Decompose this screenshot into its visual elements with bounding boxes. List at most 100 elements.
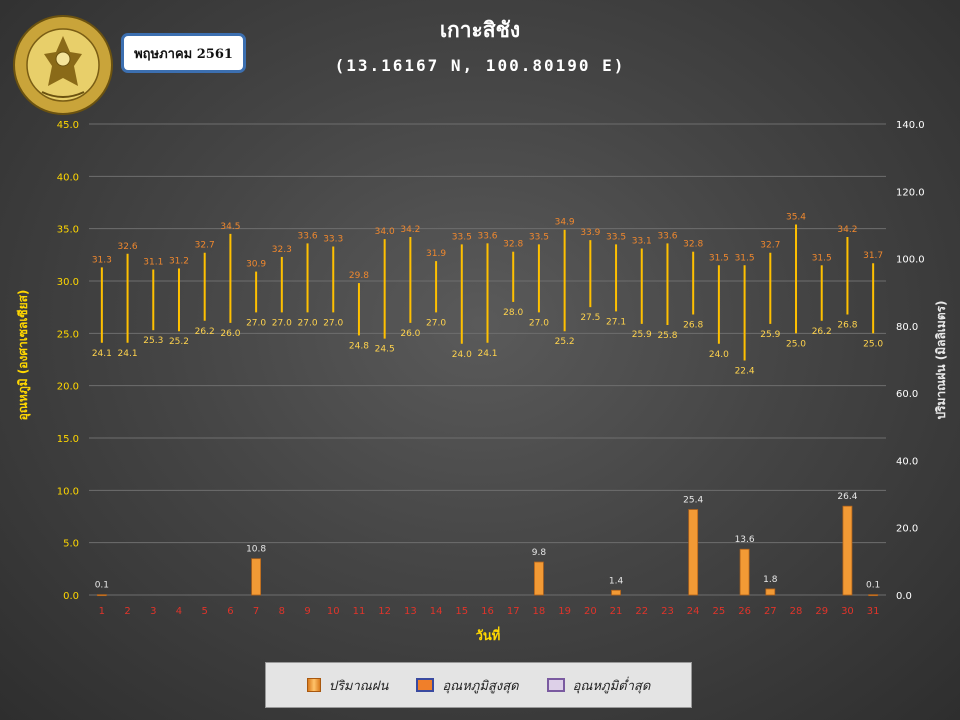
max-temp-label: 32.6 [118, 242, 138, 252]
rain-bar [96, 594, 107, 597]
max-temp-label: 33.1 [632, 237, 652, 247]
x-tick-label: 28 [790, 606, 803, 617]
min-temp-label: 26.2 [195, 327, 215, 337]
min-temp-label: 27.0 [246, 318, 266, 328]
max-temp-label: 33.3 [323, 234, 343, 244]
legend-label-rain: ปริมาณฝน [328, 678, 389, 694]
rain-data-label: 0.1 [866, 581, 880, 591]
y-axis-left-label: อุณหภูมิ (องศาเซลเซียส) [16, 290, 31, 421]
max-temp-label: 34.2 [837, 225, 857, 235]
max-temp-label: 33.5 [529, 232, 549, 242]
min-temp-label: 27.5 [580, 313, 600, 323]
min-temp-label: 24.8 [349, 341, 369, 351]
min-temp-label: 24.0 [452, 350, 472, 360]
y-left-tick-label: 10.0 [57, 486, 79, 497]
min-temp-label: 25.2 [555, 337, 575, 347]
min-temp-label: 26.0 [220, 329, 240, 339]
max-temp-label: 31.1 [143, 257, 163, 267]
rain-data-label: 13.6 [735, 535, 755, 545]
y-left-tick-label: 20.0 [57, 382, 79, 393]
min-temp-label: 25.9 [632, 330, 652, 340]
max-temp-label: 31.5 [709, 253, 729, 263]
max-temp-label: 35.4 [786, 212, 806, 222]
x-tick-label: 11 [353, 606, 366, 617]
y-left-tick-label: 40.0 [57, 172, 79, 183]
meteorological-department-logo [13, 15, 113, 115]
max-temp-label: 33.6 [657, 231, 677, 241]
x-tick-label: 18 [533, 606, 546, 617]
x-tick-label: 10 [327, 606, 340, 617]
max-temp-label: 33.5 [452, 232, 472, 242]
x-tick-label: 29 [815, 606, 828, 617]
x-axis-label: วันที่ [476, 626, 501, 644]
rain-data-label: 26.4 [837, 492, 857, 502]
min-temp-label: 25.0 [863, 339, 883, 349]
max-temp-label: 30.9 [246, 260, 266, 270]
x-tick-label: 30 [841, 606, 854, 617]
x-tick-label: 13 [404, 606, 417, 617]
y-left-tick-label: 0.0 [63, 591, 79, 602]
rain-bar [688, 509, 699, 596]
x-tick-label: 2 [124, 606, 130, 617]
min-temp-label: 25.8 [657, 331, 677, 341]
x-tick-label: 27 [764, 606, 777, 617]
max-temp-label: 31.7 [863, 251, 883, 261]
x-tick-label: 25 [713, 606, 726, 617]
max-temp-swatch-icon [416, 678, 435, 692]
rain-bar [534, 561, 544, 596]
y-left-tick-label: 35.0 [57, 225, 79, 236]
x-tick-label: 21 [610, 606, 623, 617]
max-temp-label: 34.9 [555, 218, 575, 228]
y-right-tick-label: 20.0 [896, 524, 918, 535]
y-right-tick-label: 140.0 [896, 120, 925, 131]
x-tick-label: 8 [279, 606, 285, 617]
min-temp-label: 25.2 [169, 337, 189, 347]
rain-data-label: 25.4 [683, 496, 703, 506]
x-tick-label: 7 [253, 606, 259, 617]
station-title: เกาะสิชัง [439, 18, 521, 42]
min-temp-label: 27.0 [298, 318, 318, 328]
y-left-tick-label: 25.0 [57, 329, 79, 340]
min-temp-label: 27.0 [426, 318, 446, 328]
y-right-tick-label: 60.0 [896, 389, 918, 400]
min-temp-label: 26.2 [812, 327, 832, 337]
x-tick-label: 14 [430, 606, 443, 617]
min-temp-label: 26.8 [683, 320, 703, 330]
y-right-tick-label: 80.0 [896, 322, 918, 333]
min-temp-label: 27.0 [323, 318, 343, 328]
min-temp-label: 24.1 [118, 349, 138, 359]
max-temp-label: 31.2 [169, 256, 189, 266]
legend-label-max-temp: อุณหภูมิสูงสุด [442, 678, 519, 694]
max-temp-label: 32.8 [683, 240, 703, 250]
chart-legend: ปริมาณฝน อุณหภูมิสูงสุด อุณหภูมิต่ำสุด [265, 662, 692, 708]
min-temp-swatch-icon [546, 678, 565, 692]
min-temp-label: 26.0 [400, 329, 420, 339]
min-temp-label: 26.8 [837, 320, 857, 330]
min-temp-label: 28.0 [503, 308, 523, 318]
station-coordinates: (13.16167 N, 100.80190 E) [334, 56, 626, 75]
rain-bar [739, 548, 750, 596]
max-temp-label: 33.5 [606, 232, 626, 242]
rain-bar [611, 589, 621, 596]
legend-label-min-temp: อุณหภูมิต่ำสุด [572, 678, 651, 694]
x-tick-label: 16 [481, 606, 494, 617]
rain-bar [251, 558, 262, 596]
max-temp-label: 34.0 [375, 227, 395, 237]
x-tick-label: 9 [304, 606, 310, 617]
rain-data-label: 1.8 [763, 575, 778, 585]
x-tick-label: 6 [227, 606, 233, 617]
y-right-tick-label: 40.0 [896, 456, 918, 467]
x-tick-label: 19 [558, 606, 571, 617]
x-tick-label: 4 [176, 606, 182, 617]
x-tick-label: 20 [584, 606, 597, 617]
max-temp-label: 32.7 [195, 241, 215, 251]
climate-chart: 0.05.010.015.020.025.030.035.040.045.00.… [16, 120, 948, 644]
max-temp-label: 33.6 [298, 231, 318, 241]
y-left-tick-label: 5.0 [63, 539, 79, 550]
max-temp-label: 34.2 [400, 225, 420, 235]
min-temp-label: 25.0 [786, 339, 806, 349]
y-left-tick-label: 15.0 [57, 434, 79, 445]
rain-swatch-icon [306, 678, 321, 692]
max-temp-label: 31.3 [92, 255, 112, 265]
x-tick-label: 5 [202, 606, 208, 617]
